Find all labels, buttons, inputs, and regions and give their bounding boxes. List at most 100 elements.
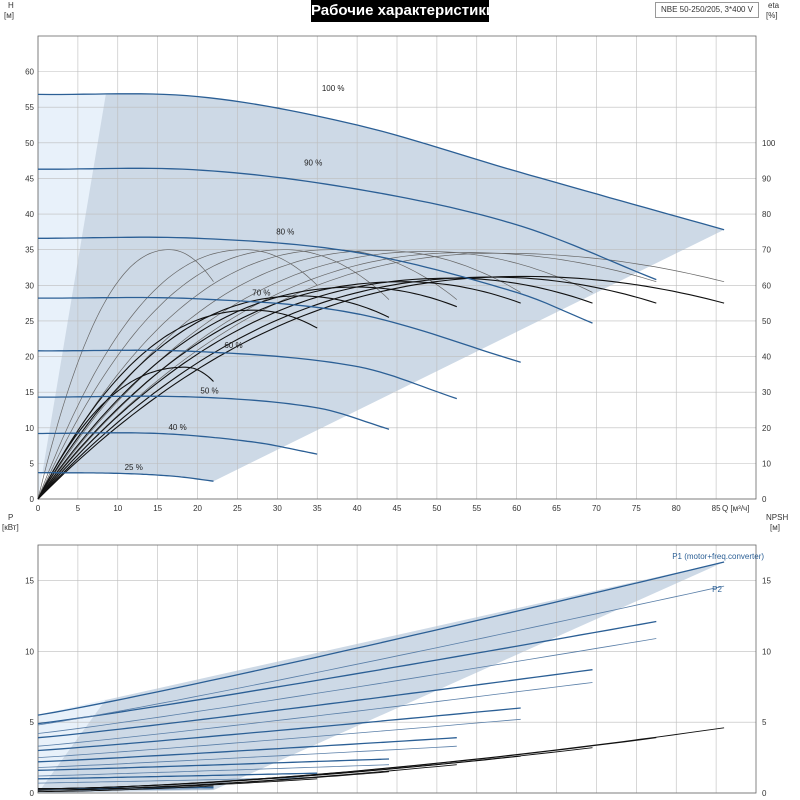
h-tick-label: 60 [25, 68, 34, 77]
eta-axis-unit: [%] [766, 11, 778, 20]
p1-series-label: P1 (motor+freq.converter) [672, 552, 764, 561]
q-tick-label: 50 [432, 504, 441, 513]
p2-curve-80 [37, 682, 593, 747]
speed-label-100: 100 % [322, 84, 345, 93]
q-tick-label: 40 [353, 504, 362, 513]
h-tick-label: 15 [25, 388, 34, 397]
npsh-tick-label: 5 [762, 718, 767, 727]
chart-title: Рабочие характеристики [311, 0, 489, 22]
operating-range-area [38, 93, 725, 500]
h-tick-label: 50 [25, 139, 34, 148]
eta-curve-light-0 [37, 249, 214, 500]
eta-curve-dark-5 [37, 277, 593, 500]
h-tick-label: 40 [25, 210, 34, 219]
eta-tick-label: 60 [762, 281, 771, 290]
npsh-curve-3 [38, 755, 521, 790]
h-tick-label: 20 [25, 353, 34, 362]
p1-curve-60 [37, 737, 457, 763]
q-tick-label: 80 [672, 504, 681, 513]
q-tick-label: 45 [393, 504, 402, 513]
q-tick-label: 25 [233, 504, 242, 513]
p2-series-label: P2 [712, 585, 722, 594]
power-plot-frame [37, 544, 757, 794]
npsh-axis-name: NPSH [766, 513, 788, 522]
eta-curve-light-1 [37, 249, 318, 500]
eta-curve-dark-7 [37, 275, 725, 500]
head-curve-40 [38, 432, 318, 455]
eta-curve-light-2 [37, 249, 390, 500]
q-tick-label: 65 [552, 504, 561, 513]
npsh-curve-6 [37, 778, 318, 791]
eta-axis-name: eta [768, 1, 780, 10]
speed-label-40: 40 % [168, 423, 186, 432]
eta-curve-light-4 [37, 250, 521, 500]
q-axis-label: Q [м³/ч] [722, 504, 749, 513]
p2-curve-60 [37, 745, 457, 768]
head-curve-25 [37, 471, 214, 482]
eta-tick-label: 30 [762, 388, 771, 397]
p1-curve-50 [37, 758, 390, 771]
head-curve-60 [37, 349, 458, 400]
p2-curve-90 [37, 638, 657, 734]
power-panel [37, 544, 757, 794]
npsh-curve-7 [38, 785, 214, 793]
h-tick-label: 35 [25, 246, 34, 255]
speed-label-90: 90 % [304, 159, 322, 168]
p-axis-name: P [8, 513, 13, 522]
head-curve-50 [38, 395, 390, 430]
eta-tick-label: 70 [762, 246, 771, 255]
p1-curve-100 [37, 561, 725, 716]
eta-curve-light-5 [37, 251, 593, 500]
h-tick-label: 0 [30, 495, 35, 504]
eta-curve-dark-0 [37, 366, 214, 500]
eta-curve-dark-3 [37, 286, 457, 500]
eta-tick-label: 10 [762, 459, 771, 468]
speed-label-70: 70 % [252, 288, 270, 297]
power-range-area [38, 562, 725, 793]
q-tick-label: 60 [512, 504, 521, 513]
min-flow-area [38, 94, 106, 499]
h-tick-label: 5 [30, 459, 35, 468]
h-axis-name: H [8, 1, 14, 10]
p1-curve-90 [37, 620, 657, 725]
p-tick-label: 15 [25, 576, 34, 585]
p1-curve-40 [37, 772, 318, 780]
q-tick-label: 75 [632, 504, 641, 513]
eta-tick-label: 40 [762, 353, 771, 362]
qh-plot-frame [37, 35, 757, 500]
head-curve-80 [38, 236, 593, 324]
h-tick-label: 30 [25, 281, 34, 290]
q-tick-label: 85 [712, 504, 721, 513]
speed-label-50: 50 % [200, 387, 218, 396]
eta-curve-dark-4 [37, 281, 521, 500]
h-axis-unit: [м] [4, 11, 14, 20]
npsh-tick-label: 15 [762, 576, 771, 585]
q-tick-label: 70 [592, 504, 601, 513]
p-tick-label: 5 [30, 718, 35, 727]
eta-tick-label: 50 [762, 317, 771, 326]
h-tick-label: 25 [25, 317, 34, 326]
q-tick-label: 55 [472, 504, 481, 513]
head-curve-90 [38, 167, 657, 281]
p2-curve-50 [37, 764, 390, 777]
q-tick-label: 10 [113, 504, 122, 513]
head-curve-100 [37, 93, 725, 231]
h-tick-label: 55 [25, 103, 34, 112]
p1-curve-70 [37, 707, 521, 752]
q-tick-label: 5 [76, 504, 81, 513]
eta-curve-dark-1 [37, 309, 318, 500]
eta-tick-label: 90 [762, 174, 771, 183]
q-tick-label: 30 [273, 504, 282, 513]
eta-curve-dark-2 [37, 295, 390, 500]
q-tick-label: 20 [193, 504, 202, 513]
p1-curve-80 [37, 669, 593, 739]
h-tick-label: 10 [25, 424, 34, 433]
eta-tick-label: 20 [762, 424, 771, 433]
npsh-tick-label: 10 [762, 647, 771, 656]
npsh-tick-label: 0 [762, 789, 767, 798]
q-tick-label: 0 [36, 504, 41, 513]
h-tick-label: 45 [25, 174, 34, 183]
q-tick-label: 15 [153, 504, 162, 513]
speed-label-25: 25 % [125, 463, 143, 472]
